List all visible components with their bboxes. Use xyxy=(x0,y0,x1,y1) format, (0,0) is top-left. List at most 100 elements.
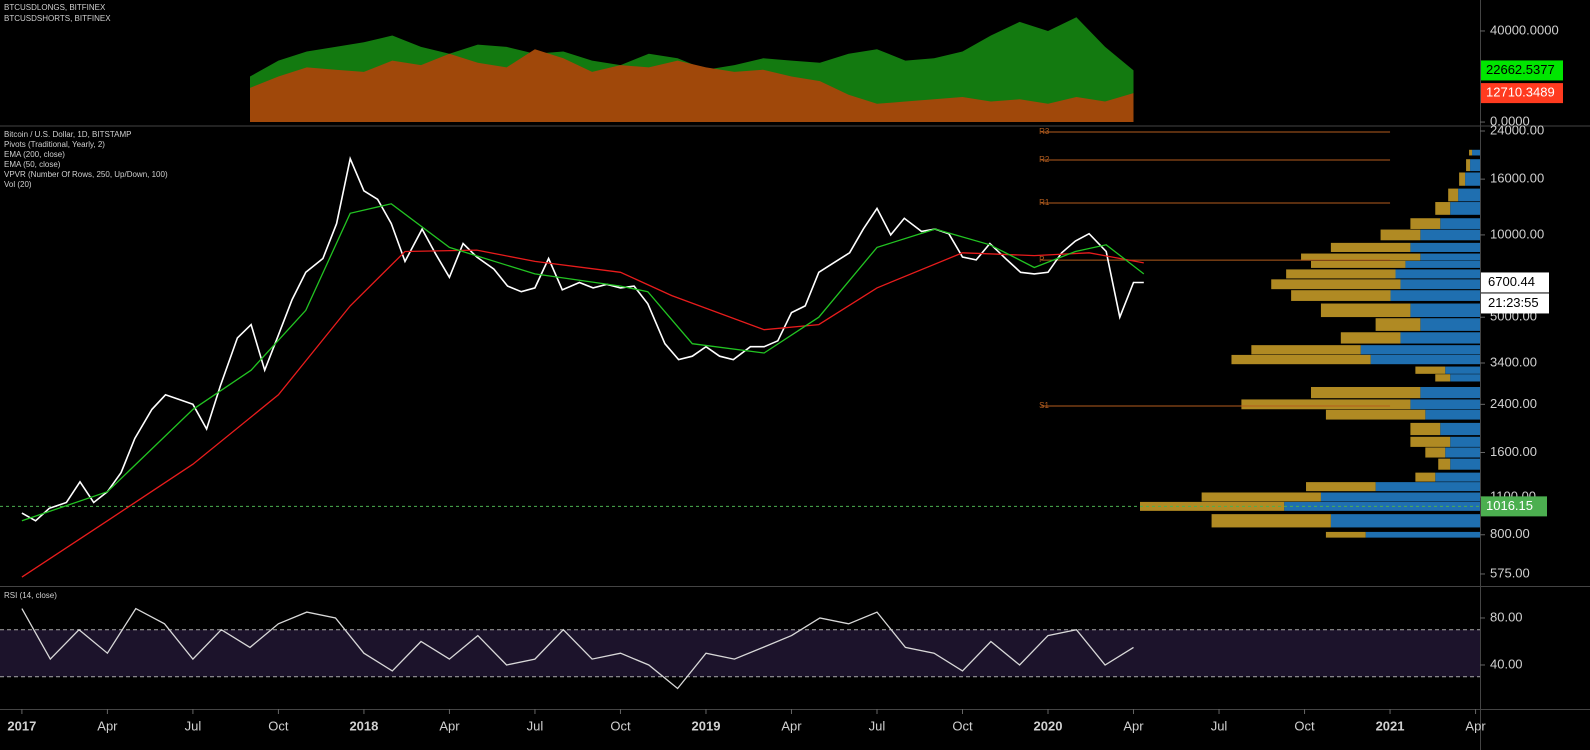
y-tick-label: 575.00 xyxy=(1490,565,1530,580)
legend-entry: Vol (20) xyxy=(4,180,32,189)
vpvr-down xyxy=(1380,229,1421,241)
y-tick-label: 2400.00 xyxy=(1490,396,1537,411)
vpvr-down xyxy=(1286,269,1396,279)
vpvr-down xyxy=(1438,458,1451,470)
vpvr-down xyxy=(1435,374,1451,382)
y-tick-label: 10000.00 xyxy=(1490,226,1544,241)
pivot-label: P xyxy=(1039,255,1044,264)
y-tick-label: 24000.00 xyxy=(1490,122,1544,137)
x-tick-label: Apr xyxy=(439,718,460,733)
y-tick-label: 1600.00 xyxy=(1490,444,1537,459)
vpvr-down xyxy=(1306,482,1376,492)
last-price-label: 6700.44 xyxy=(1488,274,1535,289)
vpvr-down xyxy=(1241,399,1411,410)
vpvr-up xyxy=(1440,422,1480,436)
legend-entry: Bitcoin / U.S. Dollar, 1D, BITSTAMP xyxy=(4,130,131,139)
vpvr-up xyxy=(1420,253,1480,261)
vpvr-down xyxy=(1201,492,1321,502)
vpvr-up xyxy=(1400,279,1480,290)
x-tick-label: Apr xyxy=(1465,718,1486,733)
x-tick-label: Apr xyxy=(97,718,118,733)
pivot-label: R2 xyxy=(1039,155,1050,164)
last-value-box xyxy=(1481,60,1563,81)
vpvr-down xyxy=(1310,260,1406,268)
vpvr-down xyxy=(1435,202,1451,215)
vpvr-up xyxy=(1320,492,1480,502)
y-tick-label: 0.0000 xyxy=(1490,113,1530,128)
vpvr-down xyxy=(1325,409,1426,420)
vpvr-up xyxy=(1440,218,1480,229)
vpvr-up xyxy=(1370,354,1480,365)
vpvr-up xyxy=(1450,374,1480,382)
vpvr-down xyxy=(1410,218,1441,229)
price-level-box xyxy=(1481,496,1547,517)
vpvr-up xyxy=(1330,514,1480,528)
x-tick-label: 2021 xyxy=(1376,718,1405,733)
vpvr-up xyxy=(1360,345,1480,355)
rsi-band xyxy=(0,629,1480,677)
vpvr-down xyxy=(1425,447,1446,458)
legend-entry: Pivots (Traditional, Yearly, 2) xyxy=(4,140,105,149)
vpvr-up xyxy=(1472,149,1480,156)
vpvr-down xyxy=(1469,149,1473,156)
vpvr-down xyxy=(1330,242,1411,252)
x-tick-label: Apr xyxy=(1123,718,1144,733)
x-tick-label: 2017 xyxy=(7,718,36,733)
legend-entry: EMA (50, close) xyxy=(4,160,61,169)
vpvr-up xyxy=(1420,386,1480,399)
y-tick-label: 40.00 xyxy=(1490,656,1523,671)
vpvr-down xyxy=(1325,531,1366,538)
y-tick-label: 40000.0000 xyxy=(1490,22,1559,37)
vpvr-up xyxy=(1420,229,1480,241)
vpvr-up xyxy=(1465,172,1480,186)
vpvr-down xyxy=(1231,354,1371,365)
x-tick-label: Jul xyxy=(527,718,544,733)
countdown-box xyxy=(1481,293,1549,314)
vpvr-up xyxy=(1400,332,1480,344)
vpvr-down xyxy=(1340,332,1401,344)
vpvr-up xyxy=(1410,399,1480,410)
vpvr-up xyxy=(1450,458,1480,470)
vpvr-up xyxy=(1425,409,1480,420)
vpvr-up xyxy=(1450,202,1480,215)
countdown-label: 21:23:55 xyxy=(1488,295,1539,310)
vpvr-down xyxy=(1415,366,1446,374)
vpvr-up xyxy=(1365,531,1480,538)
vpvr-up xyxy=(1405,260,1480,268)
series-line xyxy=(21,249,1144,578)
x-tick-label: Oct xyxy=(1294,718,1315,733)
y-tick-label: 3400.00 xyxy=(1490,354,1537,369)
vpvr-up xyxy=(1395,269,1480,279)
vpvr-down xyxy=(1459,172,1466,186)
vpvr-down xyxy=(1375,318,1421,331)
pivot-label: R3 xyxy=(1039,127,1050,136)
vpvr-down xyxy=(1466,159,1471,172)
vpvr-up xyxy=(1470,159,1480,172)
x-tick-label: Jul xyxy=(1211,718,1228,733)
vpvr-down xyxy=(1415,472,1436,482)
x-tick-label: Jul xyxy=(185,718,202,733)
vpvr-down xyxy=(1271,279,1401,290)
vpvr-down xyxy=(1448,188,1459,202)
x-tick-label: 2020 xyxy=(1034,718,1063,733)
legend-entry: RSI (14, close) xyxy=(4,591,57,600)
vpvr-down xyxy=(1211,514,1331,528)
x-tick-label: 2019 xyxy=(692,718,721,733)
vpvr-down xyxy=(1251,345,1361,355)
last-value-label: 22662.5377 xyxy=(1486,62,1555,77)
pivot-label: R1 xyxy=(1039,198,1050,207)
vpvr-down xyxy=(1410,422,1441,436)
vpvr-up xyxy=(1450,436,1480,447)
vpvr-down xyxy=(1301,253,1421,261)
pivot-label: S1 xyxy=(1039,401,1049,410)
vpvr-up xyxy=(1445,447,1480,458)
last-value-box xyxy=(1481,83,1563,104)
x-tick-label: Apr xyxy=(781,718,802,733)
x-tick-label: 2018 xyxy=(349,718,378,733)
y-tick-label: 16000.00 xyxy=(1490,171,1544,186)
vpvr-down xyxy=(1310,386,1421,399)
vpvr-down xyxy=(1291,290,1391,301)
series-line xyxy=(21,607,1134,690)
x-tick-label: Oct xyxy=(952,718,973,733)
x-tick-label: Oct xyxy=(610,718,631,733)
